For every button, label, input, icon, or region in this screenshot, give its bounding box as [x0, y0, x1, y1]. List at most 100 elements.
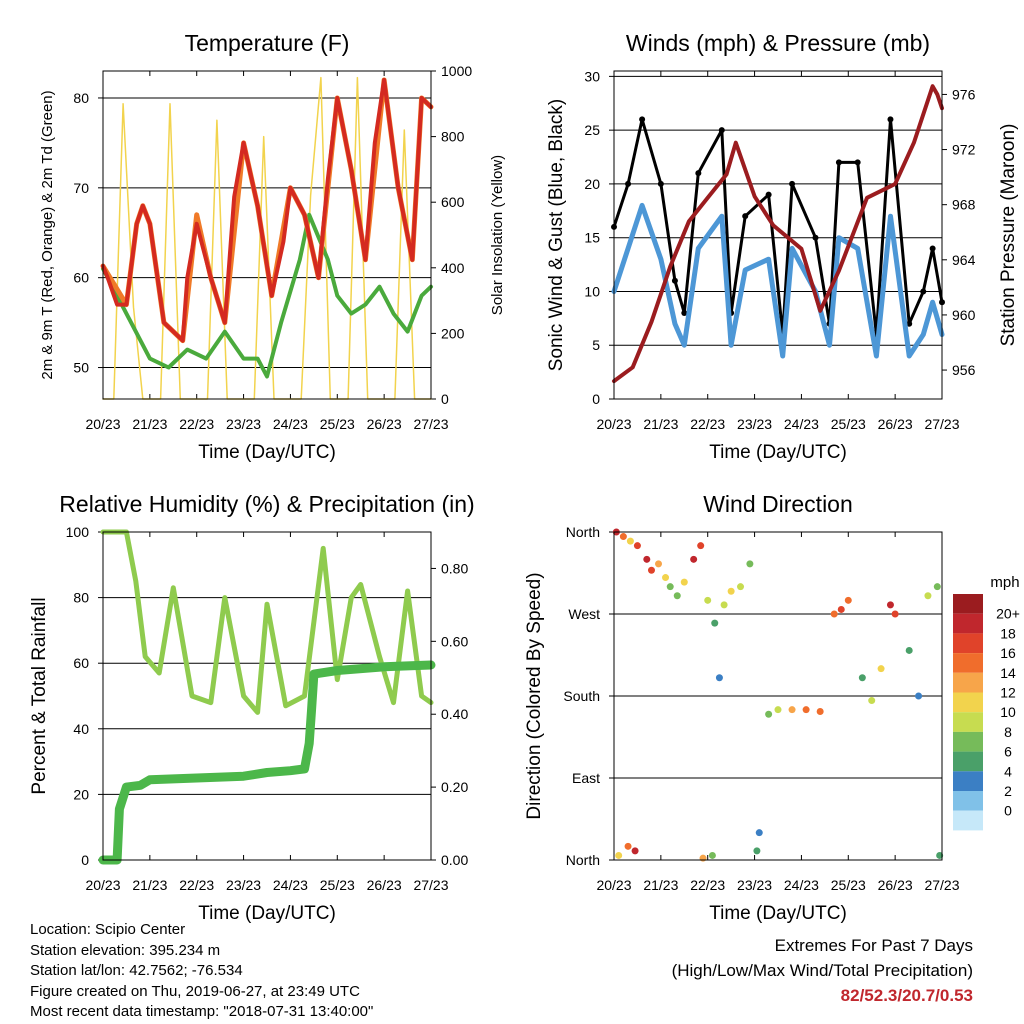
- direction-point: [680, 578, 688, 586]
- series-line-wind: [611, 202, 945, 359]
- y2-tick-label: 960: [952, 307, 976, 323]
- legend-swatch: [953, 672, 983, 693]
- x-tick-label: 23/23: [737, 877, 772, 893]
- data-point-gust: [812, 234, 819, 241]
- y2-tick-label: 964: [952, 252, 976, 268]
- legend-swatch: [953, 712, 983, 732]
- direction-point: [933, 583, 941, 591]
- direction-point: [753, 847, 761, 855]
- x-tick-label: 21/23: [132, 416, 167, 432]
- direction-point: [633, 542, 641, 550]
- direction-point: [727, 587, 735, 595]
- y-axis-label: Direction (Colored By Speed): [524, 572, 545, 819]
- series-line-rh: [100, 529, 434, 715]
- y-tick-label: 25: [584, 122, 600, 138]
- station-info: Location: Scipio Center Station elevatio…: [30, 920, 373, 1023]
- x-tick-label: 20/23: [85, 416, 120, 432]
- y-axis-label: Percent & Total Rainfall: [29, 597, 50, 794]
- series-line-pressure: [612, 84, 944, 384]
- direction-point: [837, 605, 845, 613]
- x-tick-label: 27/23: [924, 416, 959, 432]
- legend-swatch: [953, 731, 983, 752]
- y-tick-label: 30: [584, 68, 600, 84]
- data-point-gust: [742, 213, 749, 220]
- y-tick-label: 50: [73, 360, 89, 376]
- direction-point: [643, 555, 651, 563]
- data-point-gust: [835, 159, 842, 166]
- direction-point: [615, 851, 623, 859]
- y2-tick-label: 0.40: [441, 706, 468, 722]
- data-point-gust: [671, 277, 678, 284]
- legend-swatch: [953, 594, 983, 614]
- direction-point: [746, 560, 754, 568]
- x-axis-label: Time (Day/UTC): [198, 442, 336, 463]
- x-tick-label: 24/23: [784, 877, 819, 893]
- x-tick-label: 22/23: [690, 877, 725, 893]
- legend-label: 14: [1000, 665, 1016, 681]
- data-point-gust: [789, 180, 796, 187]
- y-tick-label: East: [572, 770, 600, 786]
- series-line-precip: [98, 660, 436, 865]
- x-axis-label: Time (Day/UTC): [709, 903, 847, 924]
- y-tick-label: 20: [584, 176, 600, 192]
- y2-tick-label: 0.80: [441, 560, 468, 576]
- x-tick-label: 26/23: [367, 877, 402, 893]
- x-tick-label: 21/23: [643, 877, 678, 893]
- direction-point: [720, 601, 728, 609]
- y-tick-label: 10: [584, 283, 600, 299]
- station-latlon: Station lat/lon: 42.7562; -76.534: [30, 962, 243, 979]
- data-point-gust: [854, 159, 861, 166]
- legend-title: mph: [990, 574, 1019, 591]
- data-point-gust: [765, 191, 772, 198]
- direction-point: [816, 707, 824, 715]
- legend-swatch: [953, 613, 983, 634]
- y-axis-label: 2m & 9m T (Red, Orange) & 2m Td (Green): [39, 90, 56, 379]
- data-point-gust: [695, 170, 702, 177]
- y2-tick-label: 600: [441, 194, 465, 210]
- x-tick-label: 27/23: [924, 877, 959, 893]
- legend-label: 18: [1000, 625, 1016, 641]
- panel-title: Temperature (F): [185, 30, 350, 56]
- x-tick-label: 26/23: [878, 416, 913, 432]
- legend-label: 10: [1000, 704, 1016, 720]
- x-tick-label: 23/23: [737, 416, 772, 432]
- x-tick-label: 24/23: [273, 877, 308, 893]
- y-tick-label: 60: [73, 655, 89, 671]
- data-point-gust: [718, 127, 725, 134]
- legend-label: 16: [1000, 645, 1016, 661]
- panel-title: Relative Humidity (%) & Precipitation (i…: [59, 491, 474, 517]
- x-axis-label: Time (Day/UTC): [198, 903, 336, 924]
- direction-point: [647, 566, 655, 574]
- direction-point: [711, 619, 719, 627]
- direction-point: [708, 851, 716, 859]
- panel-title: Wind Direction: [703, 491, 853, 517]
- direction-point: [936, 851, 944, 859]
- direction-point: [802, 706, 810, 714]
- x-tick-label: 22/23: [690, 416, 725, 432]
- legend-label: 0: [1004, 803, 1012, 819]
- y-tick-label: 20: [73, 786, 89, 802]
- legend-label: 20+: [996, 606, 1020, 622]
- data-timestamp: Most recent data timestamp: "2018-07-31 …: [30, 1003, 374, 1020]
- direction-point: [891, 610, 899, 618]
- direction-point: [868, 697, 876, 705]
- legend-swatch: [953, 810, 983, 831]
- x-tick-label: 21/23: [643, 416, 678, 432]
- legend-label: 4: [1004, 763, 1012, 779]
- direction-point: [631, 847, 639, 855]
- extremes-values: 82/52.3/20.7/0.53: [840, 986, 973, 1005]
- x-tick-label: 22/23: [179, 416, 214, 432]
- y2-tick-label: 972: [952, 142, 976, 158]
- x-tick-label: 20/23: [596, 416, 631, 432]
- x-tick-label: 24/23: [273, 416, 308, 432]
- legend-swatch: [953, 751, 983, 772]
- x-tick-label: 27/23: [413, 416, 448, 432]
- legend-label: 12: [1000, 685, 1016, 701]
- legend-label: 8: [1004, 724, 1012, 740]
- y-tick-label: 5: [592, 337, 600, 353]
- y2-tick-label: 0: [441, 391, 449, 407]
- extremes-title: Extremes For Past 7 Days: [774, 936, 973, 955]
- direction-point: [704, 596, 712, 604]
- x-tick-label: 26/23: [367, 416, 402, 432]
